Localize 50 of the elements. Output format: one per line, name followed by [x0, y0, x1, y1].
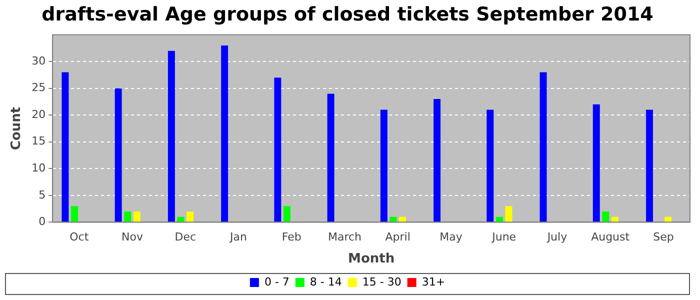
y-tick-label: 25 [32, 81, 46, 94]
bar [133, 211, 140, 222]
bar [114, 88, 122, 222]
bar [664, 216, 672, 222]
x-tick-label: Sep [653, 230, 674, 244]
x-tick-label: Jan [229, 230, 248, 244]
x-tick-label: March [328, 230, 362, 244]
y-axis-title: Count [9, 106, 24, 150]
bar [602, 211, 610, 222]
bar [327, 94, 334, 222]
y-tick-label: 10 [32, 162, 46, 175]
bar [592, 104, 600, 222]
bar [390, 216, 397, 222]
legend-label: 15 - 30 [362, 275, 402, 288]
bar [71, 206, 78, 222]
bar [486, 110, 494, 222]
y-tick-label: 20 [32, 108, 46, 121]
legend-label: 0 - 7 [264, 275, 290, 288]
y-tick-label: 0 [38, 215, 46, 228]
y-tick-label: 5 [38, 188, 46, 202]
bar [168, 50, 175, 222]
y-tick-label: 15 [32, 134, 46, 148]
bar [221, 46, 228, 222]
x-tick-label: May [440, 230, 463, 244]
x-tick-label: Dec [174, 230, 196, 244]
bar [380, 110, 388, 222]
bar [124, 211, 132, 222]
bar [399, 216, 406, 222]
legend-label: 8 - 14 [310, 275, 342, 288]
x-axis-title: Month [348, 252, 395, 267]
bar [646, 110, 653, 222]
bar [611, 216, 618, 222]
bar [283, 206, 290, 222]
x-tick-label: Feb [282, 230, 302, 244]
bar [434, 99, 441, 222]
bar [496, 216, 503, 222]
x-tick-label: Nov [122, 230, 144, 244]
chart-title: drafts-eval Age groups of closed tickets September 2014 [42, 3, 654, 26]
bar [62, 72, 69, 222]
bar [505, 206, 512, 222]
x-tick-label: June [491, 230, 516, 244]
bar [274, 78, 282, 222]
y-tick-label: 30 [32, 54, 46, 68]
x-tick-label: April [385, 230, 410, 244]
bar [186, 211, 194, 222]
x-tick-label: August [591, 230, 630, 244]
legend-label: 31+ [422, 275, 446, 288]
bar [540, 72, 547, 222]
x-tick-label: Oct [70, 230, 90, 244]
x-tick-label: July [546, 230, 568, 244]
